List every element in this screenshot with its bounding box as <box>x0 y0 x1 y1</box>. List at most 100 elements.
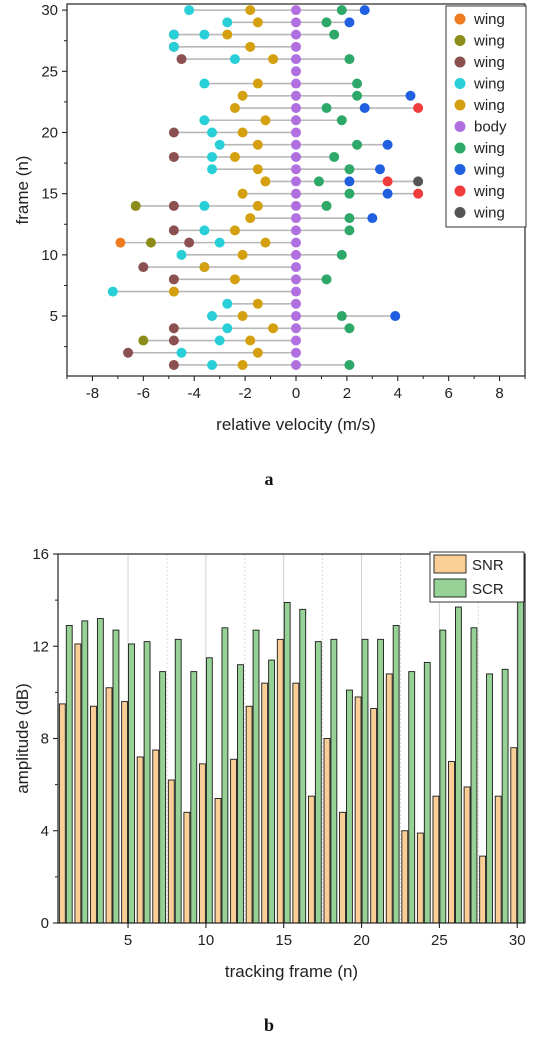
data-point-wing-4 <box>252 298 263 309</box>
bar-scr <box>330 638 338 924</box>
bar-snr <box>354 696 362 924</box>
bar-snr <box>58 703 66 924</box>
data-point-wing-3 <box>214 139 225 150</box>
bar-scr <box>283 601 291 924</box>
bar-scr <box>299 608 307 924</box>
bar-scr <box>470 627 478 924</box>
legend-swatch <box>433 578 467 598</box>
data-point-wing-8 <box>413 103 424 114</box>
data-point-wing-4 <box>222 29 233 40</box>
bar-scr <box>205 657 213 924</box>
data-point-wing-2 <box>168 200 179 211</box>
data-point-wing-3 <box>222 17 233 28</box>
y-tick-label: 4 <box>41 823 49 840</box>
bar-scr <box>314 641 322 924</box>
data-point-body-5 <box>291 298 301 309</box>
bar-snr <box>463 786 471 924</box>
bar-snr <box>307 795 315 924</box>
data-point-wing-4 <box>245 213 256 224</box>
data-point-wing-8 <box>382 176 393 187</box>
bar-snr <box>245 705 253 924</box>
data-point-wing-4 <box>229 225 240 236</box>
legend-label: SCR <box>472 581 504 598</box>
data-point-body-5 <box>291 176 301 187</box>
data-point-body-5 <box>291 249 301 260</box>
data-point-body-5 <box>291 78 301 89</box>
legend-marker <box>454 35 466 46</box>
data-point-wing-6 <box>352 78 363 89</box>
y-tick-label: 30 <box>41 2 58 19</box>
data-point-wing-4 <box>168 286 179 297</box>
data-point-wing-3 <box>222 323 233 334</box>
bar-snr <box>136 756 144 924</box>
data-point-wing-6 <box>352 90 363 101</box>
data-point-body-5 <box>291 335 301 346</box>
data-point-wing-4 <box>237 90 248 101</box>
bar-scr <box>190 671 198 924</box>
data-point-wing-2 <box>168 225 179 236</box>
data-point-wing-1 <box>138 335 149 346</box>
x-tick-label: 2 <box>343 385 351 402</box>
data-point-wing-4 <box>237 127 248 138</box>
bar-scr <box>423 661 431 924</box>
legend-marker <box>454 121 466 132</box>
data-point-wing-6 <box>344 54 355 65</box>
x-tick-label: 5 <box>124 932 132 949</box>
bar-snr <box>230 758 237 924</box>
data-point-wing-6 <box>336 249 347 260</box>
data-point-body-5 <box>291 311 301 322</box>
legend-marker <box>454 164 466 175</box>
data-point-wing-2 <box>184 237 195 248</box>
legend-label: wing <box>473 205 505 222</box>
bar-snr <box>121 701 128 924</box>
y-tick-label: 12 <box>32 638 49 655</box>
data-point-wing-7 <box>344 17 355 28</box>
data-point-wing-3 <box>207 359 218 370</box>
data-point-wing-6 <box>321 200 332 211</box>
data-point-wing-2 <box>138 262 149 273</box>
data-point-wing-2 <box>168 151 179 162</box>
y-tick-label: 5 <box>50 308 58 325</box>
data-point-body-5 <box>291 200 301 211</box>
data-point-wing-4 <box>260 176 271 187</box>
data-point-body-5 <box>291 323 301 334</box>
data-point-wing-2 <box>168 323 179 334</box>
data-point-wing-7 <box>359 5 370 16</box>
data-point-wing-4 <box>260 115 271 126</box>
y-axis-label: amplitude (dB) <box>13 683 32 794</box>
bar-snr <box>370 708 378 924</box>
bar-snr <box>479 855 487 924</box>
data-point-wing-6 <box>321 274 332 285</box>
bar-scr <box>143 641 151 924</box>
legend-label: wing <box>473 33 505 50</box>
bar-scr <box>221 627 229 924</box>
bar-snr <box>214 798 222 924</box>
data-point-wing-4 <box>245 41 256 52</box>
data-point-wing-4 <box>252 347 263 358</box>
data-point-body-5 <box>291 262 301 273</box>
legend-marker <box>454 56 466 68</box>
legend-label: body <box>474 119 507 136</box>
data-point-wing-3 <box>229 54 240 65</box>
data-point-wing-4 <box>252 164 263 175</box>
data-point-wing-2 <box>168 274 179 285</box>
panel-label-a: a <box>265 469 274 489</box>
x-tick-label: 4 <box>394 385 402 402</box>
legend-marker <box>454 185 466 197</box>
x-tick-label: -6 <box>137 385 150 402</box>
x-tick-label: -4 <box>188 385 201 402</box>
bar-scr <box>361 638 369 924</box>
data-point-wing-2 <box>123 347 134 358</box>
bar-snr <box>183 811 191 924</box>
bar-scr <box>268 659 276 924</box>
data-point-wing-3 <box>199 225 210 236</box>
data-point-wing-4 <box>237 188 248 199</box>
data-point-wing-2 <box>176 54 187 65</box>
bar-scr <box>96 618 104 924</box>
bar-scr <box>392 625 400 924</box>
data-point-wing-3 <box>207 151 218 162</box>
bar-snr <box>292 682 300 924</box>
bar-snr <box>167 779 175 924</box>
data-point-wing-4 <box>237 359 248 370</box>
data-point-body-5 <box>291 66 301 77</box>
